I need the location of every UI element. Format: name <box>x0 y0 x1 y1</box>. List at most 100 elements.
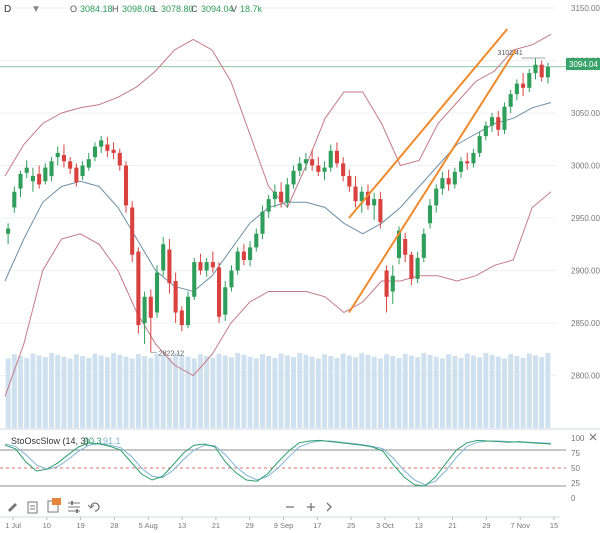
candle-body <box>421 233 426 258</box>
candle-body <box>43 167 48 182</box>
volume-bar <box>365 354 371 428</box>
volume-bar <box>371 356 377 428</box>
volume-bar <box>272 357 278 428</box>
candle-body <box>86 159 91 168</box>
x-tick-label: 5 Aug <box>139 521 158 530</box>
volume-bar <box>495 356 501 428</box>
candle-body <box>297 163 302 171</box>
volume-bar <box>427 354 433 428</box>
volume-bar <box>179 354 185 428</box>
candle-body <box>427 205 433 224</box>
candle-body <box>490 117 495 126</box>
candles[interactable] <box>6 58 550 353</box>
candle-body <box>142 296 147 323</box>
interval-label: D <box>4 4 11 15</box>
x-tick-label: 21 <box>448 521 456 530</box>
x-tick-label: 13 <box>178 521 186 530</box>
volume-bar <box>142 356 148 428</box>
candle-body <box>61 155 66 162</box>
oscillator-panel: 100 75 50 25 0 <box>0 434 585 503</box>
volume-bar <box>439 358 445 428</box>
volume-bar <box>545 353 551 428</box>
volume-bar <box>135 354 141 428</box>
candle-body <box>378 199 383 223</box>
x-tick-label: 1 Jul <box>5 521 21 530</box>
volume-bar <box>222 355 228 428</box>
undo-icon[interactable] <box>87 502 100 512</box>
close-label: C <box>191 4 198 14</box>
candle-body <box>210 262 215 268</box>
ohlc-header: D ▼ O 3084.18 H 3098.06 L 3078.80 C 3094… <box>4 4 263 15</box>
candle-body <box>334 150 339 164</box>
volume-bar <box>266 356 272 428</box>
volume-bar <box>80 356 86 428</box>
x-tick-label: 10 <box>43 521 51 530</box>
candle-body <box>496 117 501 130</box>
pencil-icon[interactable] <box>8 503 17 512</box>
collapse-icon[interactable] <box>589 433 597 441</box>
gridlines <box>0 7 566 376</box>
price-tick: 3150.00 <box>571 4 600 13</box>
low-label: L <box>153 4 158 14</box>
volume-bar <box>278 353 284 428</box>
drawing-toolbar[interactable] <box>8 498 100 514</box>
volume-bar <box>477 357 483 428</box>
volume-bar <box>384 354 390 428</box>
volume-bar <box>55 354 61 428</box>
clipboard-icon[interactable] <box>27 501 38 514</box>
interval-dropdown-icon[interactable]: ▼ <box>31 4 41 15</box>
oscillator-tick: 75 <box>571 449 580 458</box>
candle-body <box>229 270 234 288</box>
price-tick: 2800.00 <box>571 372 600 381</box>
sliders-icon[interactable] <box>68 501 80 513</box>
trendlines[interactable] <box>348 28 517 314</box>
price-tick: 3000.00 <box>571 162 600 171</box>
volume-bar <box>470 355 476 428</box>
volume-bar <box>464 353 470 428</box>
volume-bar <box>247 356 253 428</box>
candle-body <box>372 199 377 206</box>
candle-body <box>303 159 308 164</box>
volume-bar <box>253 358 259 428</box>
chevron-right-icon[interactable] <box>326 502 332 512</box>
bollinger-upper-line <box>4 33 552 209</box>
open-label: O <box>70 4 77 14</box>
x-tick-label: 13 <box>415 521 423 530</box>
volume-bar <box>73 354 79 428</box>
zoom-toolbar[interactable] <box>286 502 332 512</box>
oscillator-tick: 25 <box>571 479 580 488</box>
volume-value: 18.7k <box>240 4 263 14</box>
candle-body <box>217 267 222 317</box>
candle-body <box>409 254 414 279</box>
candle-body <box>80 165 85 176</box>
volume-bar <box>185 356 191 428</box>
candle-body <box>483 125 488 137</box>
volume-bar <box>402 353 408 428</box>
volume-bar <box>309 356 315 428</box>
volume-bar <box>390 356 396 428</box>
candle-body <box>514 83 519 95</box>
x-tick-label: 29 <box>246 521 254 530</box>
volume-bar <box>11 354 17 428</box>
layers-icon[interactable] <box>47 498 61 513</box>
candle-body <box>49 161 54 176</box>
price-tag-bg <box>566 58 600 70</box>
volume-bars <box>5 353 551 428</box>
candle-body <box>111 149 116 153</box>
candle-body <box>403 239 408 255</box>
candle-body <box>452 171 457 185</box>
volume-bar <box>24 357 30 428</box>
candle-body <box>471 152 476 164</box>
trendline-upper <box>348 28 509 219</box>
candle-body <box>316 165 321 172</box>
candle-body <box>161 244 166 271</box>
candle-body <box>68 161 73 169</box>
candle-body <box>6 228 11 234</box>
volume-bar <box>501 358 507 428</box>
candle-body <box>291 170 296 185</box>
volume-bar <box>160 355 166 428</box>
volume-bar <box>42 357 48 428</box>
plus-icon[interactable] <box>307 503 315 511</box>
volume-bar <box>539 357 545 428</box>
